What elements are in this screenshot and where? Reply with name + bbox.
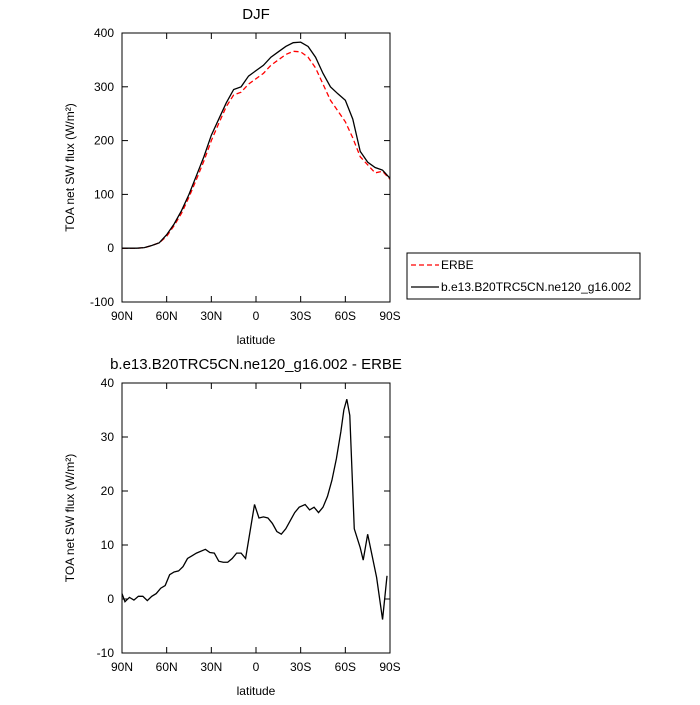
y-tick-label: 300 — [94, 80, 114, 94]
y-tick-label: -100 — [90, 295, 114, 309]
x-tick-label: 30S — [290, 660, 311, 674]
y-axis-label: TOA net SW flux (W/m²) — [63, 103, 77, 231]
x-tick-label: 60N — [156, 309, 178, 323]
y-axis-label: TOA net SW flux (W/m²) — [63, 454, 77, 582]
x-tick-label: 90N — [111, 660, 133, 674]
x-tick-label: 60S — [335, 309, 356, 323]
y-tick-label: 0 — [107, 241, 114, 255]
legend-label: ERBE — [441, 258, 474, 272]
y-tick-label: 30 — [101, 430, 115, 444]
y-tick-label: 400 — [94, 26, 114, 40]
y-tick-label: 200 — [94, 134, 114, 148]
x-axis-label: latitude — [237, 684, 276, 698]
x-tick-label: 30N — [200, 309, 222, 323]
y-tick-label: 100 — [94, 187, 114, 201]
plot-frame — [121, 382, 391, 654]
y-tick-label: 0 — [107, 592, 114, 606]
x-tick-label: 60S — [335, 660, 356, 674]
chart-title: b.e13.B20TRC5CN.ne120_g16.002 - ERBE — [110, 356, 402, 373]
x-tick-label: 30S — [290, 309, 311, 323]
legend-box — [406, 252, 641, 300]
series-line — [122, 50, 391, 249]
y-tick-label: 10 — [101, 538, 115, 552]
x-tick-label: 0 — [253, 309, 260, 323]
x-tick-label: 60N — [156, 660, 178, 674]
series-line — [122, 41, 391, 249]
plot-frame — [121, 32, 391, 303]
y-tick-label: 40 — [101, 376, 115, 390]
x-tick-label: 90S — [379, 309, 400, 323]
y-tick-label: 20 — [101, 484, 115, 498]
x-tick-label: 0 — [253, 660, 260, 674]
y-tick-label: -10 — [97, 646, 115, 660]
x-axis-label: latitude — [237, 333, 276, 347]
series-line — [121, 399, 388, 620]
chart-title: DJF — [242, 6, 270, 23]
x-tick-label: 30N — [200, 660, 222, 674]
legend-label: b.e13.B20TRC5CN.ne120_g16.002 — [441, 280, 631, 294]
x-tick-label: 90N — [111, 309, 133, 323]
x-tick-label: 90S — [379, 660, 400, 674]
